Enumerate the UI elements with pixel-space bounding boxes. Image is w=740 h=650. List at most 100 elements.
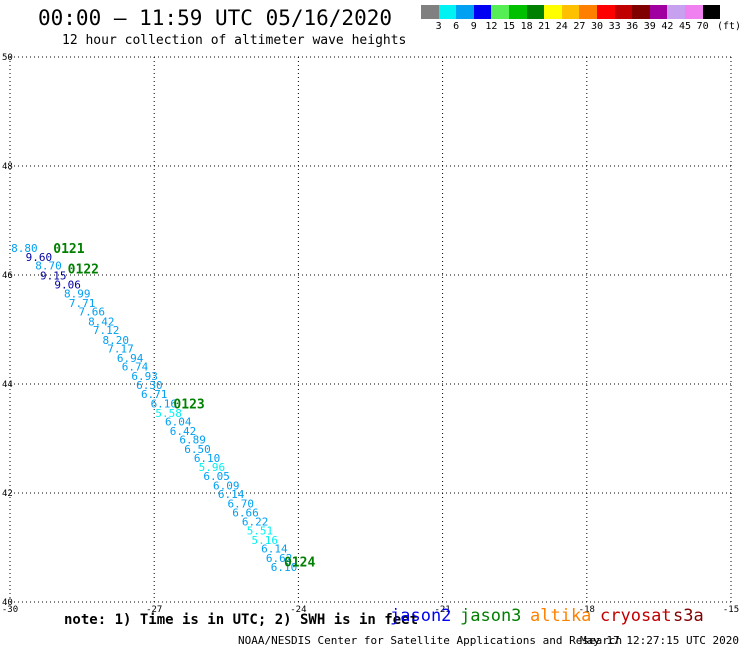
wave-height-point: 7.17	[107, 343, 134, 356]
x-tick-label: -15	[723, 605, 739, 615]
legend-swatch	[596, 5, 615, 19]
wave-height-point: 6.04	[165, 416, 192, 429]
satellite-jason2: jason2	[390, 606, 452, 626]
legend-swatch	[632, 5, 650, 19]
wave-height-point: 8.80	[11, 242, 38, 255]
wave-height-point: 8.70	[35, 260, 62, 273]
legend-label: 36	[626, 21, 639, 32]
x-tick-label: -21	[434, 605, 450, 615]
wave-height-point: 7.12	[93, 324, 120, 337]
color-scale-legend: (ft) 3 6 9 12 15 18 21 24 27 30 33 36 39 42 45 70	[421, 5, 740, 33]
legend-swatch	[684, 5, 703, 19]
y-tick-label: 42	[2, 489, 13, 499]
legend-swatch	[702, 5, 721, 19]
footer-note: note: 1) Time is in UTC; 2) SWH is in fe…	[64, 612, 419, 628]
legend-swatch	[421, 5, 439, 19]
legend-label: 39	[643, 21, 656, 32]
legend-swatch	[579, 5, 597, 19]
wave-height-point: 6.50	[184, 443, 211, 456]
wave-height-point: 6.16	[151, 398, 178, 411]
satellite-cryosat: cryosat	[600, 606, 672, 626]
x-tick-label: -30	[2, 605, 18, 615]
time-annotation: 0123	[173, 398, 204, 413]
y-tick-label: 48	[2, 162, 13, 172]
legend-unit: (ft)	[717, 21, 740, 32]
wave-height-point: 5.96	[199, 461, 226, 474]
legend-label: 21	[538, 21, 551, 32]
wave-height-point: 7.66	[78, 306, 105, 319]
legend-label: 6	[453, 21, 460, 32]
time-annotation: 0121	[53, 242, 84, 257]
legend-swatch	[526, 5, 545, 19]
legend-labels: (ft) 3 6 9 12 15 18 21 24 27 30 33 36 39 42 45 70	[421, 19, 740, 33]
wave-height-point: 6.74	[122, 361, 149, 374]
chart-subtitle: 12 hour collection of altimeter wave hei…	[62, 33, 407, 48]
wave-height-point: 9.06	[54, 278, 81, 291]
legend-label: 24	[555, 21, 568, 32]
wave-height-point: 6.30	[136, 379, 163, 392]
time-annotation: 0124	[284, 556, 315, 571]
legend-swatch	[544, 5, 562, 19]
wave-height-point: 6.05	[203, 470, 230, 483]
legend-swatch	[561, 5, 580, 19]
generated-timestamp: May 17 12:27:15 UTC 2020	[580, 634, 739, 647]
legend-swatch	[438, 5, 457, 19]
legend-label: 30	[590, 21, 604, 32]
legend-swatch	[649, 5, 668, 19]
wave-height-point: 5.51	[247, 525, 274, 538]
wave-height-point: 6.62	[266, 552, 293, 565]
wave-height-point: 6.22	[242, 515, 269, 528]
wave-height-point: 6.10	[194, 452, 221, 465]
legend-label: 3	[435, 21, 442, 32]
wave-height-point: 9.15	[40, 270, 67, 283]
satellite-altika: altika	[530, 606, 592, 626]
wave-height-point: 9.60	[26, 251, 53, 264]
wave-height-point: 6.14	[261, 543, 288, 556]
y-tick-label: 44	[2, 380, 13, 390]
legend-label: 45	[678, 21, 692, 32]
chart-title: 00:00 – 11:59 UTC 05/16/2020	[38, 6, 393, 30]
legend-swatch	[614, 5, 633, 19]
satellite-jason3: jason3	[460, 606, 522, 626]
y-tick-label: 50	[2, 53, 13, 63]
wave-height-point: 6.42	[170, 425, 197, 438]
wave-height-point: 6.93	[131, 370, 158, 383]
credit-text: NOAA/NESDIS Center for Satellite Applica…	[238, 634, 623, 647]
wave-height-point: 6.10	[271, 561, 298, 574]
legend-swatch	[667, 5, 685, 19]
y-tick-label: 46	[2, 271, 13, 281]
wave-height-point: 6.14	[218, 488, 245, 501]
legend-label: 70	[696, 21, 709, 32]
legend-label: 12	[485, 21, 498, 32]
wave-height-point: 8.42	[88, 315, 115, 328]
legend-label: 42	[661, 21, 674, 32]
wave-height-point: 6.66	[232, 507, 259, 520]
wave-height-point: 7.71	[69, 297, 96, 310]
legend-label: 9	[470, 21, 477, 32]
legend-label: 15	[502, 21, 516, 32]
legend-label: 33	[608, 21, 621, 32]
legend-label: 18	[520, 21, 533, 32]
legend-swatch	[473, 5, 492, 19]
wave-height-point: 8.99	[64, 288, 91, 301]
x-tick-label: -18	[579, 605, 595, 615]
wave-height-point: 6.70	[227, 497, 254, 510]
wave-height-point: 5.16	[252, 534, 279, 547]
wave-height-point: 6.71	[141, 388, 168, 401]
legend-swatch	[491, 5, 509, 19]
wave-height-point: 6.09	[213, 479, 240, 492]
y-tick-label: 40	[2, 598, 13, 608]
wave-height-point: 8.20	[102, 334, 129, 347]
legend-swatch	[456, 5, 474, 19]
wave-height-point: 6.89	[179, 434, 206, 447]
x-tick-label: -24	[290, 605, 306, 615]
x-tick-label: -27	[146, 605, 162, 615]
legend-swatch	[508, 5, 527, 19]
wave-height-point: 5.58	[155, 407, 182, 420]
legend-label: 27	[573, 21, 586, 32]
legend-swatches	[421, 5, 721, 19]
time-annotation: 0122	[68, 262, 99, 277]
satellite-s3a: s3a	[673, 606, 704, 626]
wave-height-point: 6.94	[117, 352, 144, 365]
